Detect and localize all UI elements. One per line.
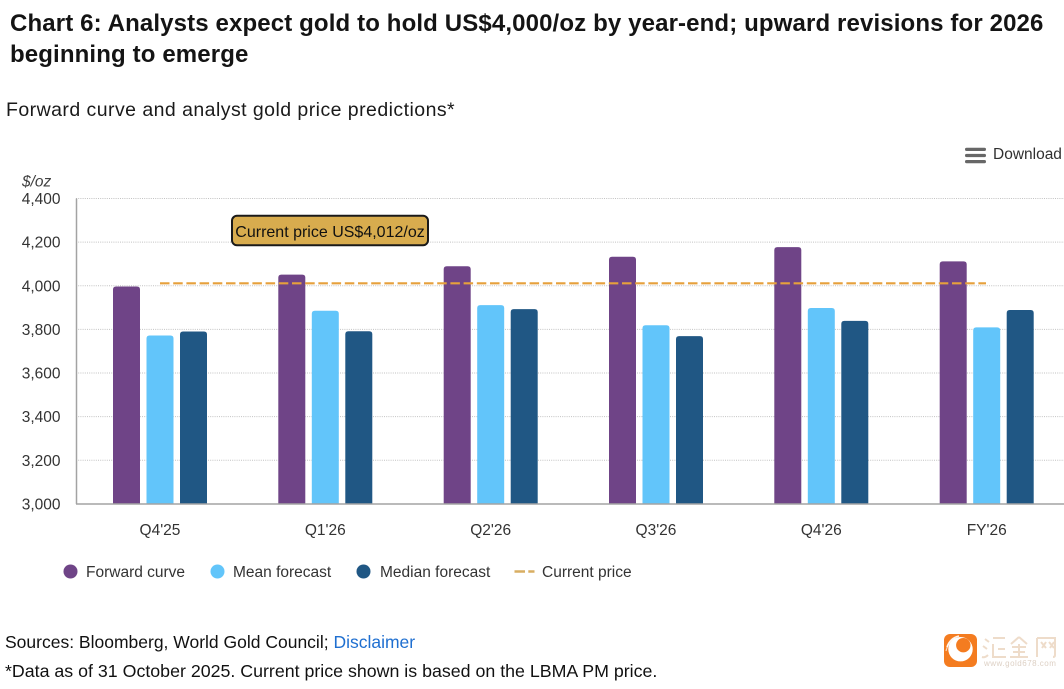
svg-text:Q4'26: Q4'26: [801, 522, 842, 539]
svg-text:4,000: 4,000: [22, 278, 61, 295]
svg-text:4,400: 4,400: [22, 191, 61, 208]
svg-text:3,400: 3,400: [22, 409, 61, 426]
svg-text:$/oz: $/oz: [21, 174, 52, 191]
svg-text:3,600: 3,600: [22, 366, 61, 383]
svg-text:www.gold678.com: www.gold678.com: [983, 659, 1056, 668]
svg-text:Q1'26: Q1'26: [305, 522, 346, 539]
svg-text:Forward curve: Forward curve: [86, 564, 185, 581]
svg-text:FY'26: FY'26: [967, 522, 1007, 539]
svg-text:Current price: Current price: [542, 564, 632, 581]
svg-text:4,200: 4,200: [22, 235, 61, 252]
svg-text:Q3'26: Q3'26: [636, 522, 677, 539]
svg-text:Current price US$4,012/oz: Current price US$4,012/oz: [235, 224, 424, 241]
svg-text:3,800: 3,800: [22, 322, 61, 339]
svg-text:3,000: 3,000: [22, 496, 61, 513]
svg-text:Q2'26: Q2'26: [470, 522, 511, 539]
svg-text:Mean forecast: Mean forecast: [233, 564, 332, 581]
svg-text:3,200: 3,200: [22, 453, 61, 470]
svg-text:Median forecast: Median forecast: [380, 564, 491, 581]
svg-text:Q4'25: Q4'25: [140, 522, 181, 539]
